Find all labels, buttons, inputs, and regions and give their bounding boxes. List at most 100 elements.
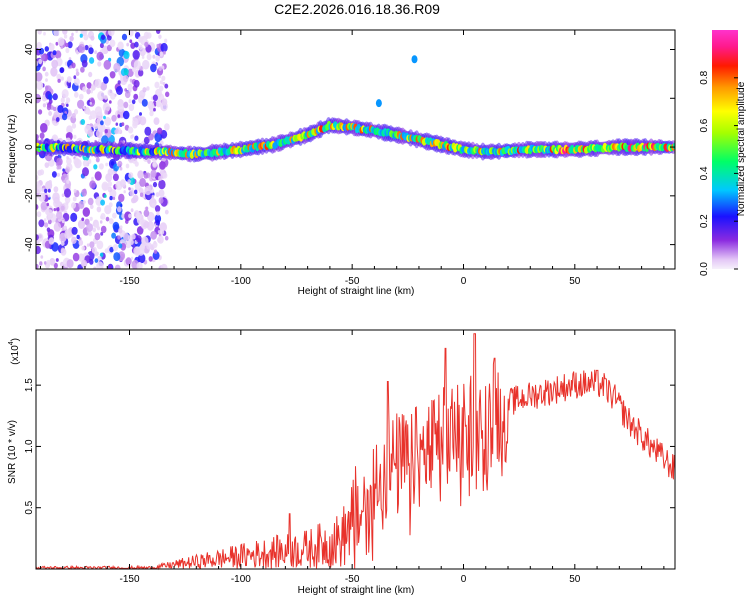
spectrogram-speckle xyxy=(159,229,165,235)
spectrogram-speckle xyxy=(77,219,86,229)
spectrogram-speckle xyxy=(43,218,47,222)
spectrogram-speckle xyxy=(48,237,55,245)
spectrogram-speckle xyxy=(37,30,42,35)
spectrogram-speckle xyxy=(129,190,135,197)
spectrogram-speckle xyxy=(66,125,73,134)
spectrogram-speckle xyxy=(36,72,43,82)
spectrogram-speckle xyxy=(114,129,119,135)
x-tick-label: 0 xyxy=(461,276,467,287)
spectrogram-speckle xyxy=(103,94,108,100)
spectrogram-speckle xyxy=(55,41,59,46)
spectrogram-speckle xyxy=(81,217,85,222)
spectrogram-speckle xyxy=(36,174,39,181)
spectrogram-speckle xyxy=(157,235,164,244)
colorbar-tick-label: 0.2 xyxy=(699,214,710,228)
spectrogram-speckle xyxy=(56,172,61,177)
spectrogram-speckle xyxy=(97,61,102,67)
spectrogram-speckle xyxy=(134,248,140,255)
spectrogram-speckle xyxy=(130,256,134,260)
spectrogram-speckle xyxy=(46,209,53,218)
spectrogram-speckle xyxy=(78,239,84,246)
x-tick-label: -50 xyxy=(345,574,360,585)
spectrogram-speckle xyxy=(134,30,138,33)
spectrogram-speckle xyxy=(117,80,121,85)
spectrogram-speckle xyxy=(123,51,130,59)
spectrogram-speckle xyxy=(147,159,151,164)
spectrogram-speckle xyxy=(154,205,161,213)
spectrogram-speckle xyxy=(56,73,61,80)
spectrogram-speckle xyxy=(86,223,93,232)
spectrogram-speckle xyxy=(88,47,94,55)
spectrogram-speckle xyxy=(156,211,160,216)
snr-series-line xyxy=(35,333,676,571)
x-tick-label: 0 xyxy=(461,574,467,585)
spectrogram-speckle xyxy=(94,222,100,229)
spectrogram-speckle xyxy=(46,104,52,111)
spectrogram-speckle xyxy=(128,103,135,112)
spectrogram-speckle xyxy=(51,171,57,178)
spectrogram-speckle xyxy=(40,201,48,211)
spectrogram-speckle xyxy=(124,88,128,92)
colorbar-ticks: 0.0 0.2 0.4 0.6 0.8 xyxy=(699,70,738,276)
spectrogram-speckle xyxy=(129,78,133,82)
spectrogram-speckle xyxy=(136,226,144,235)
spectrogram-speckle xyxy=(158,197,164,204)
spectrogram-speckle xyxy=(111,114,117,122)
y-tick-label: 0.5 xyxy=(24,500,35,514)
spectrogram-speckle xyxy=(38,109,43,115)
spectrogram-speckle xyxy=(62,30,68,35)
spectrogram-speckle xyxy=(150,169,157,178)
spectrogram-speckle xyxy=(144,185,152,196)
spectrogram-speckle xyxy=(79,93,84,100)
spectrogram-speckle xyxy=(92,223,95,227)
spectrogram-speckle xyxy=(126,42,130,47)
spectrogram-speckle xyxy=(66,179,70,184)
spectrogram-speckle xyxy=(99,220,103,224)
spectrogram-speckle xyxy=(145,206,149,211)
spectrogram-speckle xyxy=(82,207,91,217)
spectrogram-speckle xyxy=(77,99,85,109)
spectrogram-speckle xyxy=(60,76,64,81)
spectrogram-speckle xyxy=(82,167,89,177)
spectrogram-speckle xyxy=(48,180,52,185)
spectrogram-speckle xyxy=(152,241,158,248)
spectrogram-speckle xyxy=(60,97,65,103)
spectrogram-speckle xyxy=(105,216,110,222)
snr-y-label: SNR (10 * v/v) xyxy=(7,420,18,484)
spectrogram-speckle xyxy=(97,91,105,101)
spectrogram-speckle xyxy=(89,241,95,249)
spectrogram-speckle xyxy=(94,232,101,241)
spectrogram-speckle xyxy=(90,84,96,91)
spectrogram-speckle xyxy=(103,59,112,70)
spectrogram-speckle xyxy=(56,207,60,212)
spectrogram-speckle xyxy=(139,116,147,126)
spectrogram-speckle xyxy=(55,117,60,122)
spectrogram-speckle xyxy=(87,197,94,206)
colorbar-tick-label: 0.0 xyxy=(699,262,710,276)
spectrogram-speckle xyxy=(108,187,111,192)
spectrogram-speckle xyxy=(146,86,150,91)
spectrogram-speckle xyxy=(123,101,129,109)
spectrogram-speckle xyxy=(56,211,63,220)
spectrogram-speckle xyxy=(143,136,150,145)
spectrogram-speckle xyxy=(104,116,112,126)
spectrogram-speckle xyxy=(95,157,100,163)
spectrogram-speckle xyxy=(131,233,136,240)
spectrogram-speckle xyxy=(36,240,40,245)
spectrogram-speckle xyxy=(128,187,131,191)
spectrogram-speckle xyxy=(80,119,86,125)
spectrogram-speckle xyxy=(44,162,50,169)
spectrogram-speckle xyxy=(56,157,63,166)
colorbar-label: Normalized spectral amplitude xyxy=(736,81,747,216)
figure-title: C2E2.2026.016.18.36.R09 xyxy=(274,1,440,17)
spectrogram-speckle xyxy=(90,89,93,94)
spectrogram-speckle xyxy=(146,53,152,61)
spectrogram-speckle xyxy=(113,62,121,73)
spectrogram-speckle xyxy=(153,249,158,254)
spectrogram-speckle xyxy=(71,226,78,235)
spectrogram-speckle xyxy=(94,50,98,55)
spectrogram-speckle xyxy=(143,209,150,217)
spectrogram-speckle xyxy=(76,234,80,240)
spectrogram-speckle xyxy=(123,190,126,194)
spectrogram-speckle xyxy=(79,33,83,38)
